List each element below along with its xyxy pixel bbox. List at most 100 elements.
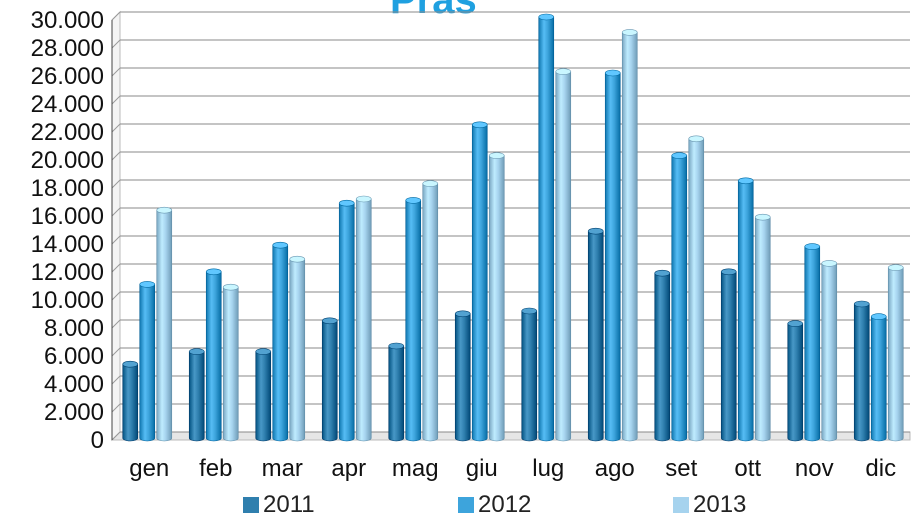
bar-top-dic-2013 <box>887 264 904 271</box>
bar-top-feb-2013 <box>222 283 239 291</box>
bar-dic-2012 <box>870 316 887 442</box>
bar-gen-2013 <box>156 209 173 442</box>
legend-item-2012: 2012 <box>458 491 532 518</box>
bar-top-mag-2012 <box>405 197 422 204</box>
bar-top-feb-2012 <box>205 268 222 276</box>
bar-top-ott-2011 <box>720 268 737 276</box>
bar-ott-2011 <box>720 271 737 442</box>
x-tick-label: set <box>665 455 697 482</box>
bar-mar-2012 <box>272 244 289 442</box>
y-tick-label: 6.000 <box>44 343 104 370</box>
bar-set-2013 <box>688 138 705 442</box>
bar-top-lug-2012 <box>538 13 555 21</box>
bar-set-2012 <box>671 155 688 442</box>
gridline-diagonal <box>111 151 121 161</box>
y-tick-label: 30.000 <box>31 7 104 34</box>
bar-apr-2012 <box>338 202 355 442</box>
y-tick-label: 14.000 <box>31 231 104 258</box>
bar-top-dic-2011 <box>853 300 870 308</box>
x-tick-label: giu <box>466 455 498 482</box>
bar-top-giu-2012 <box>471 121 488 129</box>
y-tick-label: 20.000 <box>31 147 104 174</box>
bar-dic-2013 <box>887 267 904 442</box>
bar-top-nov-2011 <box>787 320 804 327</box>
bar-set-2011 <box>654 272 671 442</box>
x-tick-label: nov <box>795 455 834 482</box>
legend-label: 2013 <box>693 491 747 518</box>
y-tick-label: 12.000 <box>31 259 104 286</box>
bar-apr-2011 <box>321 320 338 442</box>
y-tick-label: 10.000 <box>31 287 104 314</box>
bar-ago-2013 <box>621 32 638 442</box>
x-tick-label: gen <box>129 455 169 482</box>
legend-swatch <box>458 497 474 513</box>
bar-chart: 02.0004.0006.0008.00010.00012.00014.0001… <box>31 7 911 482</box>
gridline-diagonal <box>111 179 121 189</box>
chart-side-wall <box>111 10 121 442</box>
bar-ago-2012 <box>604 72 621 442</box>
x-tick-label: ago <box>595 455 635 482</box>
bar-top-gen-2011 <box>122 360 139 368</box>
gridline-diagonal <box>111 207 121 217</box>
bar-feb-2013 <box>222 286 239 442</box>
bar-top-ago-2012 <box>604 69 621 77</box>
bar-top-ago-2013 <box>621 29 638 36</box>
x-tick-label: lug <box>532 455 564 482</box>
bar-top-set-2011 <box>654 269 671 277</box>
legend-swatch <box>243 497 259 513</box>
y-tick-label: 18.000 <box>31 175 104 202</box>
x-tick-label: mag <box>392 455 439 482</box>
bar-top-giu-2013 <box>488 152 505 159</box>
y-tick-label: 22.000 <box>31 119 104 146</box>
bar-lug-2012 <box>538 16 555 442</box>
bar-feb-2011 <box>188 351 205 442</box>
y-tick-label: 4.000 <box>44 371 104 398</box>
gridline-diagonal <box>111 11 121 21</box>
bar-top-mar-2013 <box>289 255 306 263</box>
bar-feb-2012 <box>205 271 222 442</box>
bar-dic-2011 <box>853 303 870 442</box>
y-tick-label: 26.000 <box>31 63 104 90</box>
bar-mar-2011 <box>255 351 272 442</box>
gridline-diagonal <box>111 375 121 385</box>
chart-title: Pras <box>390 0 477 22</box>
gridline-diagonal <box>111 67 121 77</box>
y-tick-label: 0 <box>91 427 104 454</box>
bar-top-apr-2013 <box>355 195 372 203</box>
bar-ago-2011 <box>587 230 604 442</box>
bar-top-mar-2012 <box>272 241 289 249</box>
x-tick-label: feb <box>199 455 232 482</box>
bar-top-mag-2013 <box>422 180 439 187</box>
y-tick-label: 8.000 <box>44 315 104 342</box>
bar-mar-2013 <box>289 258 306 442</box>
bar-mag-2013 <box>422 183 439 442</box>
bar-top-nov-2012 <box>804 243 821 250</box>
legend-swatch <box>673 497 689 513</box>
bar-top-mag-2011 <box>388 342 405 350</box>
x-tick-label: apr <box>331 455 366 482</box>
gridline-diagonal <box>111 235 121 245</box>
bar-top-giu-2011 <box>454 310 471 318</box>
bar-top-ott-2013 <box>754 213 771 221</box>
bar-top-set-2012 <box>671 152 688 159</box>
gridline-diagonal <box>111 39 121 49</box>
bar-mag-2011 <box>388 345 405 442</box>
gridline-diagonal <box>111 95 121 105</box>
x-tick-label: dic <box>865 455 896 482</box>
y-tick-label: 28.000 <box>31 35 104 62</box>
gridline-diagonal <box>111 347 121 357</box>
bar-top-ago-2011 <box>587 227 604 235</box>
legend-label: 2012 <box>478 491 532 518</box>
chart-legend: 2011 2012 2013 <box>0 488 912 522</box>
bar-nov-2012 <box>804 246 821 442</box>
gridline-diagonal <box>111 319 121 329</box>
gridline-diagonal <box>111 431 121 441</box>
bar-apr-2013 <box>355 198 372 442</box>
bar-nov-2011 <box>787 323 804 442</box>
bar-giu-2013 <box>488 155 505 442</box>
y-tick-label: 24.000 <box>31 91 104 118</box>
bar-top-mar-2011 <box>255 348 272 355</box>
x-tick-label: mar <box>262 455 303 482</box>
bar-mag-2012 <box>405 200 422 442</box>
bar-top-feb-2011 <box>188 348 205 355</box>
